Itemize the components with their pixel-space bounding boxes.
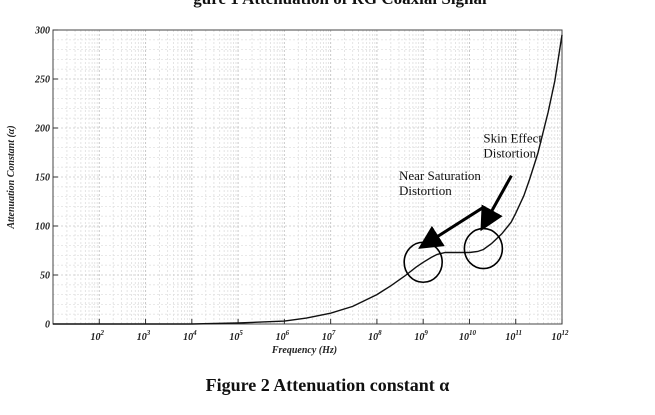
x-axis: 102 103 104 105 106 107 108 109 1010 1011 1012	[91, 319, 569, 343]
y-tick-label: 200	[34, 124, 50, 135]
x-tick-label: 1011	[505, 329, 522, 343]
annotation-label: Distortion	[483, 146, 536, 161]
attenuation-chart: 0 50 100 150 200 250 300 102 103 104 105 106 107 108…	[6, 26, 569, 357]
y-tick-label: 300	[34, 26, 50, 37]
y-tick-label: 150	[35, 173, 50, 184]
x-tick-label: 1012	[552, 329, 570, 343]
x-tick-label: 106	[276, 329, 290, 343]
annotation-label: Skin Effect	[483, 131, 542, 146]
attenuation-series-line	[191, 34, 563, 325]
y-tick-label: 250	[34, 75, 50, 86]
x-tick-label: 105	[229, 329, 243, 343]
y-tick-label: 0	[45, 320, 50, 331]
annotation-arrow	[480, 174, 513, 232]
annotation-label: Distortion	[399, 183, 452, 198]
y-tick-label: 50	[40, 271, 50, 282]
annotation-label: Near Saturation	[399, 168, 481, 183]
grid	[52, 29, 562, 325]
x-tick-label: 104	[183, 329, 197, 343]
x-tick-label: 108	[368, 329, 382, 343]
y-axis-title: Attenuation Constant (α)	[6, 125, 17, 229]
annotation-arrow	[418, 205, 485, 249]
figure-caption: Figure 2 Attenuation constant α	[205, 375, 450, 395]
x-tick-label: 103	[137, 329, 151, 343]
x-tick-label: 107	[322, 329, 336, 343]
x-tick-label: 109	[414, 329, 428, 343]
x-tick-label: 1010	[459, 329, 477, 343]
x-tick-label: 102	[91, 329, 105, 343]
header-fragment: gure 1 Attenuation of RG Coaxial Signal	[60, 0, 620, 9]
y-tick-label: 100	[35, 222, 50, 233]
x-axis-title: Frequency (Hz)	[271, 345, 337, 356]
